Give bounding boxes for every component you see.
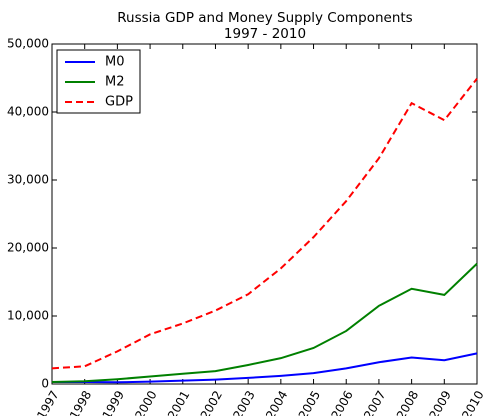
y-tick-label: 50,000 — [7, 37, 49, 51]
y-tick-label: 0 — [41, 377, 49, 391]
series-line — [51, 78, 478, 370]
legend-label: GDP — [105, 95, 133, 110]
plot-frame — [51, 43, 478, 385]
legend-label: M0 — [105, 55, 125, 70]
x-tick-label: 2009 — [427, 388, 454, 416]
x-tick-label: 1998 — [67, 388, 94, 416]
x-tick-label: 1997 — [34, 388, 61, 416]
x-tick-label: 2010 — [459, 388, 486, 416]
x-tick-label: 1999 — [100, 388, 127, 416]
y-tick-label: 20,000 — [7, 241, 49, 255]
x-tick-label: 2007 — [361, 388, 388, 416]
x-tick-label: 2006 — [328, 388, 355, 416]
x-tick-label: 2008 — [394, 388, 421, 416]
x-tick-label: 2004 — [263, 388, 290, 416]
chart-title: Russia GDP and Money Supply Components — [117, 10, 412, 26]
x-tick-label: 2002 — [198, 388, 225, 416]
x-tick-label: 2001 — [165, 388, 192, 416]
y-tick-label: 30,000 — [7, 173, 49, 187]
x-tick-label: 2000 — [132, 388, 159, 416]
series-line — [52, 352, 478, 384]
x-tick-label: 2005 — [296, 388, 323, 416]
y-tick-label: 10,000 — [7, 309, 49, 323]
y-tick-label: 40,000 — [7, 105, 49, 119]
legend-label: M2 — [105, 75, 125, 90]
series-line — [51, 262, 478, 383]
x-tick-label: 2003 — [230, 388, 257, 416]
chart-subtitle: 1997 - 2010 — [224, 26, 306, 42]
